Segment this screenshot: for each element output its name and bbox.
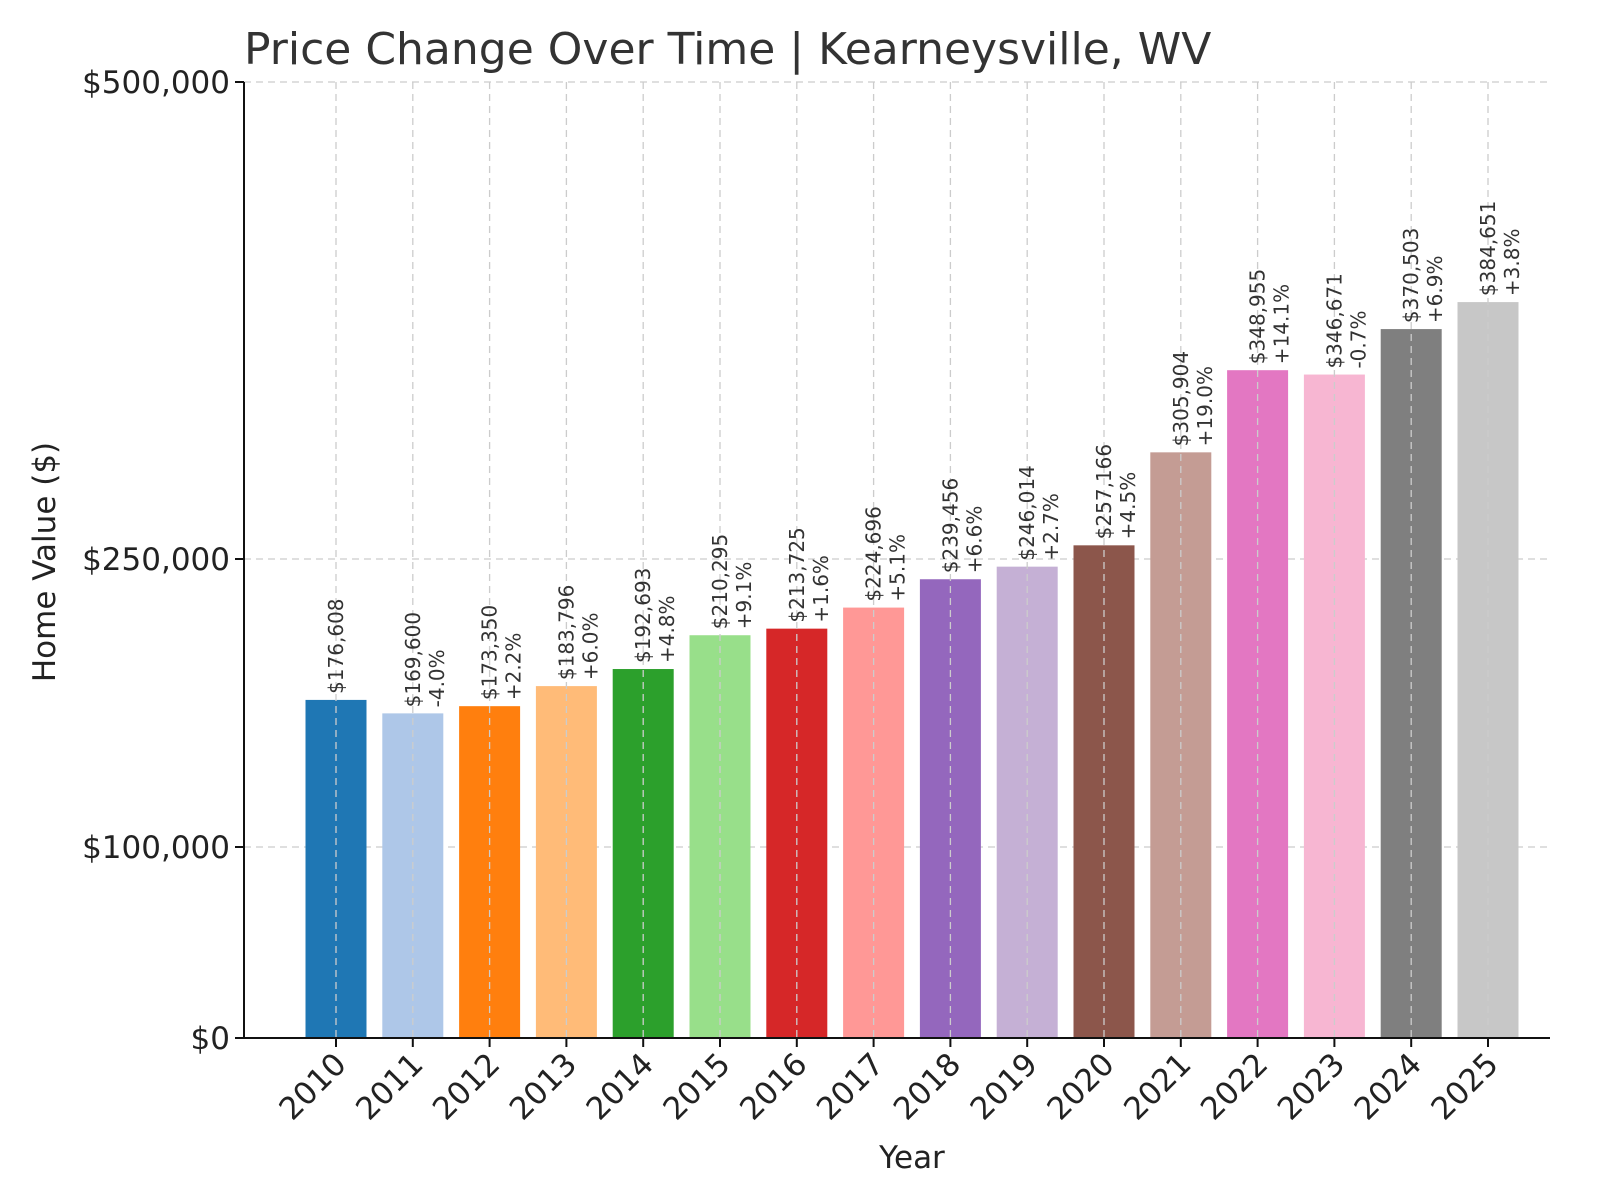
y-axis-label: Home Value ($) bbox=[27, 442, 63, 682]
data-label-2010: $176,608 bbox=[324, 598, 348, 693]
data-label-2013: $183,796+6.0% bbox=[554, 585, 602, 680]
value-label: $370,503 bbox=[1399, 228, 1423, 323]
x-tick-label: 2020 bbox=[1040, 1046, 1121, 1127]
value-label: $246,014 bbox=[1015, 465, 1039, 560]
chart-title: Price Change Over Time | Kearneysville, … bbox=[244, 24, 1211, 75]
x-tick-label: 2015 bbox=[656, 1046, 737, 1127]
data-label-2012: $173,350+2.2% bbox=[478, 605, 526, 700]
value-label: $384,651 bbox=[1476, 201, 1500, 296]
x-tick-label: 2012 bbox=[426, 1046, 507, 1127]
x-tick-label: 2019 bbox=[964, 1046, 1045, 1127]
value-label: $210,295 bbox=[708, 534, 732, 629]
data-label-2025: $384,651+3.8% bbox=[1476, 201, 1524, 296]
y-tick-label: $0 bbox=[191, 1021, 230, 1057]
x-tick-label: 2016 bbox=[733, 1046, 814, 1127]
data-label-2021: $305,904+19.0% bbox=[1169, 351, 1217, 446]
data-label-2016: $213,725+1.6% bbox=[785, 527, 833, 622]
data-label-2011: $169,600-4.0% bbox=[401, 612, 449, 707]
x-tick-label: 2014 bbox=[580, 1046, 661, 1127]
value-label: $239,456 bbox=[938, 478, 962, 573]
bar-2017 bbox=[843, 607, 905, 1038]
x-tick-label: 2025 bbox=[1424, 1046, 1505, 1127]
vertical-grid-layer bbox=[335, 82, 1489, 1038]
x-tick-label: 2024 bbox=[1348, 1046, 1429, 1127]
x-tick-label: 2021 bbox=[1117, 1046, 1198, 1127]
data-label-2020: $257,166+4.5% bbox=[1092, 444, 1140, 539]
y-tick-label: $100,000 bbox=[82, 830, 230, 866]
change-label: +3.8% bbox=[1500, 229, 1524, 297]
data-label-2018: $239,456+6.6% bbox=[938, 478, 986, 573]
change-label: -4.0% bbox=[425, 649, 449, 707]
data-label-2022: $348,955+14.1% bbox=[1246, 269, 1294, 364]
x-tick-label: 2022 bbox=[1194, 1046, 1275, 1127]
change-label: +19.0% bbox=[1193, 366, 1217, 446]
value-label: $173,350 bbox=[478, 605, 502, 700]
change-label: -0.7% bbox=[1346, 311, 1370, 369]
change-label: +6.0% bbox=[578, 613, 602, 681]
data-label-2015: $210,295+9.1% bbox=[708, 534, 756, 629]
change-label: +2.7% bbox=[1039, 493, 1063, 561]
y-tick-label: $250,000 bbox=[82, 542, 230, 578]
x-tick-label: 2013 bbox=[503, 1046, 584, 1127]
data-label-2024: $370,503+6.9% bbox=[1399, 228, 1447, 323]
data-labels-layer: $176,608 $169,600-4.0% $173,350+2.2% $183,7… bbox=[324, 201, 1524, 708]
data-label-2014: $192,693+4.8% bbox=[631, 568, 679, 663]
change-label: +4.8% bbox=[655, 595, 679, 663]
value-label: $183,796 bbox=[554, 585, 578, 680]
value-label: $169,600 bbox=[401, 612, 425, 707]
value-label: $305,904 bbox=[1169, 351, 1193, 446]
value-label: $176,608 bbox=[324, 598, 348, 693]
value-label: $257,166 bbox=[1092, 444, 1116, 539]
y-tick-label: $500,000 bbox=[82, 65, 230, 101]
change-label: +6.6% bbox=[962, 506, 986, 574]
value-label: $348,955 bbox=[1246, 269, 1270, 364]
change-label: +4.5% bbox=[1116, 472, 1140, 540]
change-label: +5.1% bbox=[886, 534, 910, 602]
data-label-2017: $224,696+5.1% bbox=[862, 506, 910, 601]
value-label: $213,725 bbox=[785, 527, 809, 622]
x-tick-label: 2023 bbox=[1271, 1046, 1352, 1127]
x-axis-label: Year bbox=[878, 1140, 945, 1176]
change-label: +6.9% bbox=[1423, 256, 1447, 324]
x-tick-label: 2017 bbox=[810, 1046, 891, 1127]
x-tick-label: 2018 bbox=[887, 1046, 968, 1127]
change-label: +9.1% bbox=[732, 562, 756, 630]
x-tick-label: 2010 bbox=[272, 1046, 353, 1127]
change-label: +2.2% bbox=[502, 633, 526, 701]
change-label: +1.6% bbox=[809, 555, 833, 623]
data-label-2023: $346,671-0.7% bbox=[1322, 273, 1370, 368]
data-label-2019: $246,014+2.7% bbox=[1015, 465, 1063, 560]
change-label: +14.1% bbox=[1270, 284, 1294, 364]
value-label: $224,696 bbox=[862, 506, 886, 601]
value-label: $346,671 bbox=[1322, 273, 1346, 368]
value-label: $192,693 bbox=[631, 568, 655, 663]
x-tick-label: 2011 bbox=[349, 1046, 430, 1127]
